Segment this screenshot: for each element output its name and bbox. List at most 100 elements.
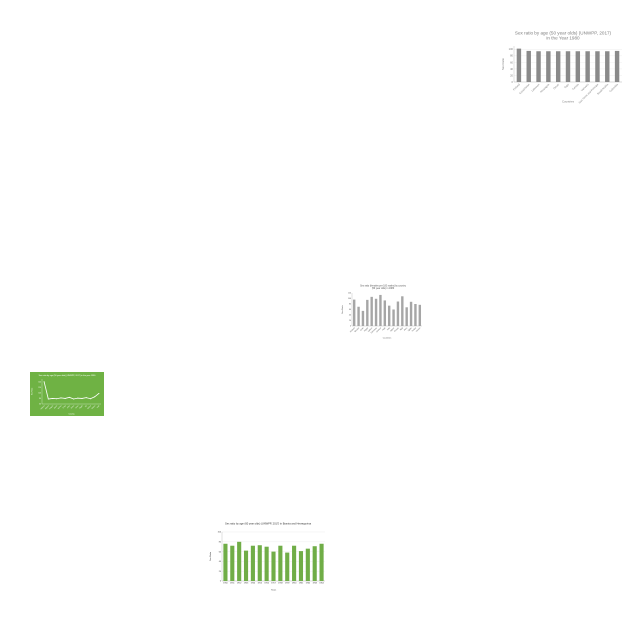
data-point xyxy=(94,396,96,398)
bar xyxy=(352,299,356,326)
bar xyxy=(605,51,610,82)
bar xyxy=(285,552,290,581)
y-axis-label: Sex Ratio xyxy=(31,388,34,395)
chart-sexratio1980: Sex ratio by age (50 year olds) (UNWPP, … xyxy=(500,28,626,104)
x-tick-label: Finland xyxy=(350,327,356,333)
x-tick-label: Algeria xyxy=(44,404,50,410)
x-axis-label: Countries xyxy=(383,337,392,340)
y-tick-label: 100 xyxy=(38,392,41,394)
y-tick-label: 80 xyxy=(39,398,41,400)
chart-gray: Sex ratio (females per 100 males) by cou… xyxy=(340,282,426,340)
x-axis-label: Country xyxy=(69,413,75,416)
y-tick-label: 80 xyxy=(219,542,222,544)
data-point xyxy=(47,398,49,400)
bar xyxy=(264,546,269,581)
bar xyxy=(250,545,255,581)
x-tick-label: 1964 xyxy=(319,583,324,585)
bar xyxy=(387,305,391,326)
x-tick-label: 1963 xyxy=(312,583,317,585)
data-point xyxy=(73,398,75,400)
bar xyxy=(396,301,400,326)
bar xyxy=(357,306,360,326)
x-tick-label: Cuba xyxy=(75,405,79,409)
y-tick-label: 20 xyxy=(219,571,222,573)
bar xyxy=(312,546,317,581)
bar xyxy=(405,307,408,326)
bar xyxy=(319,543,324,581)
chart-panel-green-line: Sex ratio by age (50 year olds) (UNWPP, … xyxy=(30,372,104,416)
x-tick-label: Togo xyxy=(563,82,570,89)
x-tick-label: Gabon xyxy=(87,405,92,410)
bar xyxy=(361,310,365,326)
x-tick-label: 1955 xyxy=(258,583,263,585)
data-point xyxy=(43,381,45,383)
x-tick-label: 1956 xyxy=(264,583,269,585)
x-tick-label: 1951 xyxy=(230,583,235,585)
x-tick-label: Iraq xyxy=(386,327,390,331)
y-tick-label: 60 xyxy=(349,309,351,311)
x-tick-label: Egypt xyxy=(78,404,83,409)
bar xyxy=(278,545,283,581)
bar xyxy=(305,548,310,581)
chart-title: (50 year olds) in 1980 xyxy=(372,287,395,290)
y-tick-label: 100 xyxy=(348,298,351,300)
x-tick-label: Bolivia xyxy=(58,405,63,410)
chart-panel-bosnia: Sex ratio by age (60 year olds) (UNWPP, … xyxy=(208,520,328,592)
data-point xyxy=(68,396,70,398)
data-point xyxy=(56,398,58,400)
chart-title: Sex ratio by age (50 year olds) (UNWPP, … xyxy=(39,374,97,377)
bar xyxy=(379,294,382,326)
x-tick-label: Ghana xyxy=(91,405,96,410)
data-point xyxy=(85,397,87,399)
bar xyxy=(409,301,413,326)
data-point xyxy=(52,397,54,399)
y-tick-label: 80 xyxy=(349,304,351,306)
x-tick-label: 1954 xyxy=(251,583,256,585)
bar xyxy=(595,51,600,82)
x-tick-label: Albania xyxy=(40,404,46,410)
x-tick-label: 1962 xyxy=(306,583,311,585)
x-tick-label: Finland xyxy=(512,82,521,91)
y-tick-label: 0 xyxy=(220,581,222,583)
bar xyxy=(298,551,304,581)
data-point xyxy=(77,397,79,399)
chart-title: in the Year 1980 xyxy=(546,36,580,41)
y-tick-label: 60 xyxy=(219,551,222,553)
x-tick-label: Oman xyxy=(552,82,560,90)
x-tick-label: Vanuatu xyxy=(580,82,590,92)
y-tick-label: 140 xyxy=(38,381,41,383)
chart-bosnia: Sex ratio by age (60 year olds) (UNWPP, … xyxy=(208,520,328,592)
x-tick-label: Angola xyxy=(48,404,54,410)
x-tick-label: Chile xyxy=(67,405,71,409)
x-tick-label: 1961 xyxy=(299,583,304,585)
bar xyxy=(366,299,369,326)
chart-panel-sexratio1980: Sex ratio by age (50 year olds) (UNWPP, … xyxy=(500,28,626,104)
x-tick-label: Benin xyxy=(54,405,58,409)
bar xyxy=(392,309,395,326)
bar xyxy=(223,543,228,581)
bar xyxy=(237,541,242,581)
x-tick-label: 1952 xyxy=(237,583,242,585)
x-tick-label: Egypt xyxy=(363,326,369,332)
bar xyxy=(243,550,249,581)
x-tick-label: Yemen xyxy=(416,327,422,333)
x-tick-label: Colombia xyxy=(608,82,619,93)
x-tick-label: Bhutan xyxy=(354,327,360,333)
bar xyxy=(271,551,276,581)
x-tick-label: Gabon xyxy=(368,327,373,332)
y-tick-label: 80 xyxy=(510,54,513,58)
bar xyxy=(414,304,417,326)
y-tick-label: 120 xyxy=(38,387,41,389)
x-tick-label: Haiti xyxy=(96,404,101,409)
bar xyxy=(401,296,404,326)
chart-panel-gray: Sex ratio (females per 100 males) by cou… xyxy=(340,282,426,340)
chart-title: Sex ratio by age (60 year olds) (UNWPP, … xyxy=(225,522,312,526)
x-tick-label: Germany xyxy=(370,327,378,335)
y-tick-label: 120 xyxy=(348,293,351,295)
data-point xyxy=(60,397,62,399)
y-tick-label: 60 xyxy=(39,404,41,406)
y-tick-label: 100 xyxy=(218,532,222,534)
bar xyxy=(374,298,378,326)
data-point xyxy=(89,398,91,400)
x-tick-label: Fiji xyxy=(85,405,88,408)
